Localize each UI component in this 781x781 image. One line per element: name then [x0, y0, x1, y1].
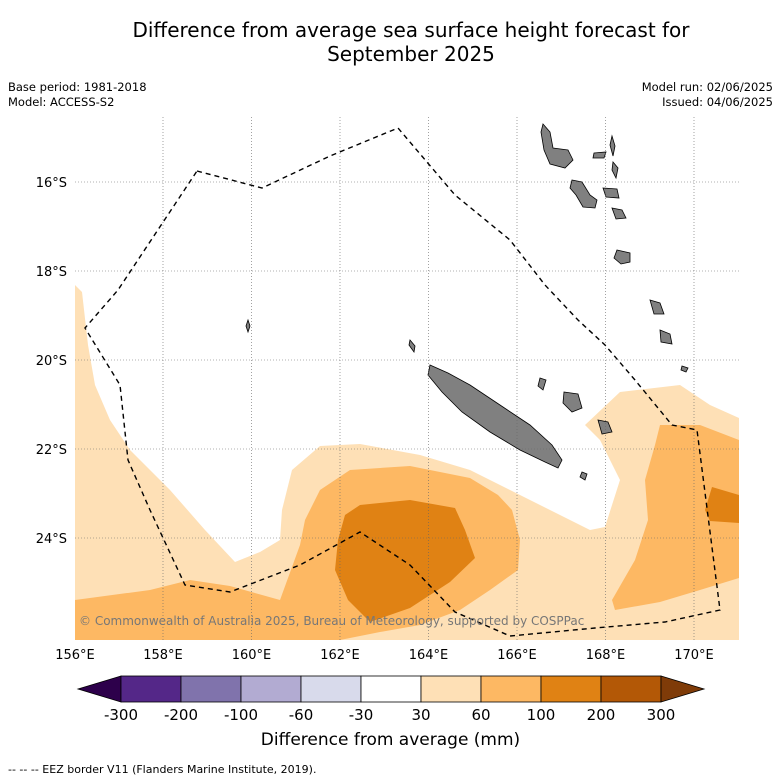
island-malekula: [569, 179, 598, 209]
colorbar-box: [600, 675, 662, 703]
colorbar-extend-high: [660, 675, 706, 703]
contour-30-60-west: [75, 285, 739, 640]
island-chesterfield: [245, 318, 251, 334]
colorbar-extend-low: [76, 675, 122, 703]
island-epi: [611, 207, 627, 220]
island-ambae: [592, 151, 607, 159]
colorbar-tick-label: -300: [104, 706, 138, 724]
colorbar-tick-label: -60: [289, 706, 314, 724]
base-period: Base period: 1981-2018: [8, 80, 147, 94]
colorbar-tick-label: 100: [527, 706, 556, 724]
colorbar-tick-label: 30: [411, 706, 430, 724]
lat-label: 16°S: [36, 176, 67, 191]
island-tanna: [649, 299, 665, 315]
colorbar-label: Difference from average (mm): [260, 730, 521, 750]
colorbar-box: [240, 675, 302, 703]
colorbar-box: [480, 675, 542, 703]
lon-label: 168°E: [586, 648, 626, 663]
island-pentecost: [611, 161, 619, 180]
map-plot-area: [75, 117, 739, 640]
contour-100-200-east: [705, 487, 739, 523]
land: [245, 123, 689, 481]
longitude-labels: 156°E 158°E 160°E 162°E 164°E 166°E 168°…: [55, 648, 714, 663]
model-name: Model: ACCESS-S2: [8, 95, 115, 109]
colorbar-tick-label: 200: [587, 706, 616, 724]
colorbar-box: [300, 675, 362, 703]
eez-footnote: -- -- -- EEZ border V11 (Flanders Marine…: [8, 763, 317, 776]
lat-label: 18°S: [36, 265, 67, 280]
title-line-2: September 2025: [327, 42, 495, 66]
island-isle-of-pines: [579, 471, 588, 481]
latitude-labels: 16°S 18°S 20°S 22°S 24°S: [36, 176, 67, 547]
colorbar-box: [540, 675, 602, 703]
colorbar-group: -300 -200 -100 -60 -30 30 60 100 200 300: [76, 675, 706, 724]
colorbar-tick-label: -100: [224, 706, 258, 724]
lon-label: 164°E: [409, 648, 449, 663]
lat-label: 20°S: [36, 354, 67, 369]
island-maewo: [609, 134, 616, 157]
colorbar-tick-label: 60: [471, 706, 490, 724]
chart-title: Difference from average sea surface heig…: [0, 18, 781, 66]
island-efate: [602, 187, 620, 199]
lon-label: 166°E: [497, 648, 537, 663]
lon-label: 160°E: [232, 648, 272, 663]
colorbar-box: [180, 675, 242, 703]
contour-60-100-east: [612, 425, 739, 610]
island-lifou: [562, 391, 583, 413]
lat-label: 22°S: [36, 443, 67, 458]
lon-label: 162°E: [320, 648, 360, 663]
anomaly-30-60: [75, 285, 739, 640]
colorbar-tick-label: -200: [164, 706, 198, 724]
copyright-notice: © Commonwealth of Australia 2025, Bureau…: [79, 614, 585, 628]
meta-right: Model run: 02/06/2025 Issued: 04/06/2025: [642, 80, 773, 110]
island-belep: [408, 339, 416, 354]
colorbar-box: [360, 675, 422, 703]
colorbar-box: [120, 675, 182, 703]
island-erromango: [613, 249, 631, 265]
gridlines: [75, 117, 739, 640]
lon-label: 158°E: [143, 648, 183, 663]
island-aneityum: [659, 329, 673, 345]
lon-label: 170°E: [674, 648, 714, 663]
new-caledonia: [427, 364, 563, 469]
title-line-1: Difference from average sea surface heig…: [132, 18, 690, 42]
colorbar-tick-label: 300: [647, 706, 676, 724]
meta-left: Base period: 1981-2018 Model: ACCESS-S2: [8, 80, 147, 110]
lon-label: 156°E: [55, 648, 95, 663]
issued-date: Issued: 04/06/2025: [662, 95, 773, 109]
colorbar-box: [420, 675, 482, 703]
island-ouvea: [537, 377, 547, 391]
colorbar-tick-label: -30: [349, 706, 374, 724]
island-hunter: [680, 365, 689, 373]
lat-label: 24°S: [36, 532, 67, 547]
model-run: Model run: 02/06/2025: [641, 80, 773, 94]
island-mare: [597, 419, 613, 435]
eez-border: [84, 127, 721, 637]
island-espiritu-santo: [540, 123, 574, 169]
